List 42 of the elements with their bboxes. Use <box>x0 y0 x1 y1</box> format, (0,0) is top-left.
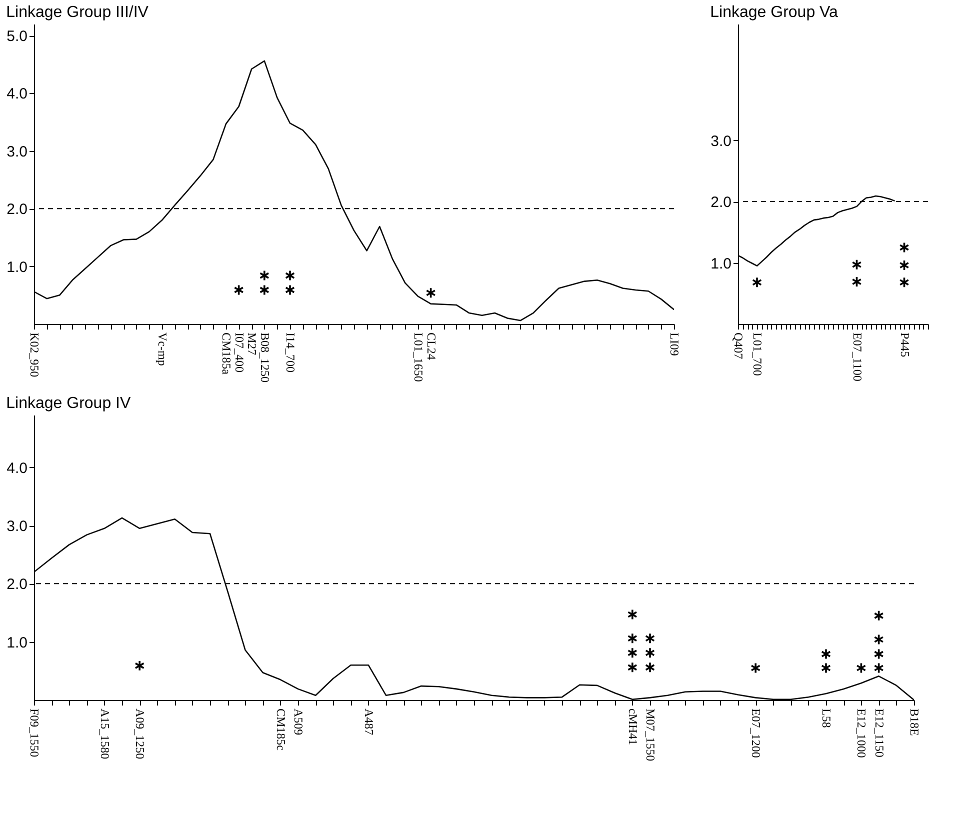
x-tick-label: I14_700 <box>284 332 298 372</box>
x-tick-label: A09_1250 <box>133 708 148 760</box>
x-tick-label: L58 <box>820 708 834 728</box>
x-tick-label: E12_1000 <box>854 708 869 758</box>
x-tick-label: CL24 <box>424 332 438 360</box>
x-tick-label: F09_1550 <box>28 708 42 758</box>
x-tick-label: P445 <box>898 332 912 358</box>
x-tick-label: M27 <box>245 332 260 356</box>
x-tick-label: E07_1200 <box>749 708 764 758</box>
x-tick-label: K02_950 <box>28 332 42 378</box>
y-tick-label: 1.0 <box>6 258 28 276</box>
x-tick-label: LI09 <box>668 332 682 356</box>
y-tick-label: 2.0 <box>6 201 28 218</box>
y-tick-label: 3.0 <box>6 143 28 160</box>
x-tick-label: M07_1550 <box>644 708 658 762</box>
chart-title: Linkage Group Va <box>710 4 838 21</box>
x-tick-label: A487 <box>362 708 376 736</box>
y-tick-label: 1.0 <box>710 255 732 272</box>
y-tick-label: 2.0 <box>710 194 732 212</box>
x-tick-label: cMH41 <box>626 708 640 746</box>
x-tick-label: CM185a <box>220 332 234 376</box>
x-tick-label: CM185c <box>274 708 288 750</box>
y-tick-label: 4.0 <box>6 460 28 477</box>
y-tick-label: 1.0 <box>6 634 28 652</box>
x-tick-label: Q407 <box>732 332 746 360</box>
x-tick-label: B08_1250 <box>258 332 272 383</box>
x-tick-label: L01_700 <box>750 332 764 376</box>
chart-title: Linkage Group III/IV <box>6 4 149 21</box>
x-tick-label: B18E <box>908 708 922 736</box>
y-tick-label: 2.0 <box>6 576 28 594</box>
y-tick-label: 3.0 <box>710 132 732 150</box>
x-tick-label: L01_1650 <box>412 332 426 382</box>
x-tick-label: Vc-mp <box>156 332 170 366</box>
x-tick-label: E12_1150 <box>872 708 886 758</box>
x-tick-label: E07_1100 <box>850 332 864 382</box>
y-tick-label: 3.0 <box>6 518 28 536</box>
x-tick-label: A15_1580 <box>98 708 112 760</box>
x-tick-label: I07_400 <box>232 332 246 372</box>
y-tick-label: 4.0 <box>6 86 28 103</box>
y-tick-label: 5.0 <box>6 28 28 46</box>
x-tick-label: A509 <box>292 708 306 736</box>
chart-title: Linkage Group IV <box>6 395 131 412</box>
